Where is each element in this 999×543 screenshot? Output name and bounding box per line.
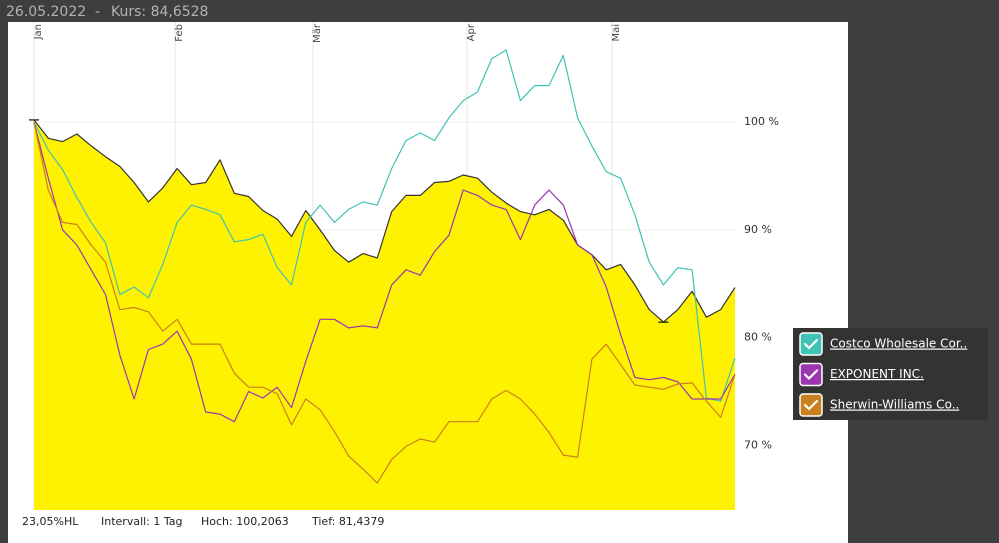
line <box>33 122 736 484</box>
check-mark <box>803 338 819 350</box>
legend-item[interactable]: Sherwin-Williams Co.. <box>799 393 959 417</box>
x-tick-label: Mär <box>312 23 323 43</box>
x-tick-label: Mai <box>611 24 622 42</box>
legend-label[interactable]: EXPONENT INC. <box>830 367 924 381</box>
header-separator: - <box>95 4 100 20</box>
legend-checkbox[interactable] <box>799 362 823 387</box>
legend-checkbox[interactable] <box>799 393 823 417</box>
line <box>33 119 736 323</box>
x-tick-label: Apr <box>466 23 477 41</box>
legend-label[interactable]: Sherwin-Williams Co.. <box>830 398 959 412</box>
x-tick-label: Feb <box>174 24 185 42</box>
footer-range: 23,05%HL <box>22 515 79 528</box>
legend-item[interactable]: EXPONENT INC. <box>799 362 924 387</box>
line <box>33 122 736 423</box>
y-tick-label: 70 % <box>744 438 772 451</box>
footer-low: Tief: 81,4379 <box>311 515 384 528</box>
legend: Costco Wholesale Cor.. EXPONENT INC. Sherw… <box>799 332 967 417</box>
header-quote: Kurs: 84,6528 <box>111 4 208 20</box>
y-tick-label: 80 % <box>744 331 772 344</box>
legend-label[interactable]: Costco Wholesale Cor.. <box>830 337 967 351</box>
legend-checkbox[interactable] <box>799 332 823 356</box>
line <box>33 49 736 402</box>
footer-interval: Intervall: 1 Tag <box>101 515 183 528</box>
y-tick-label: 100 % <box>744 115 779 128</box>
footer-high: Hoch: 100,2063 <box>201 515 289 528</box>
check-mark <box>803 399 819 411</box>
plot: 70 % 80 % 90 % 100 % Jan Feb Mär Apr Mai <box>29 22 779 511</box>
check-mark <box>803 369 819 381</box>
legend-item[interactable]: Costco Wholesale Cor.. <box>799 332 967 356</box>
x-tick-label: Jan <box>33 24 44 40</box>
header-date: 26.05.2022 <box>6 4 86 20</box>
y-tick-label: 90 % <box>744 223 772 236</box>
legend-box <box>793 328 988 420</box>
